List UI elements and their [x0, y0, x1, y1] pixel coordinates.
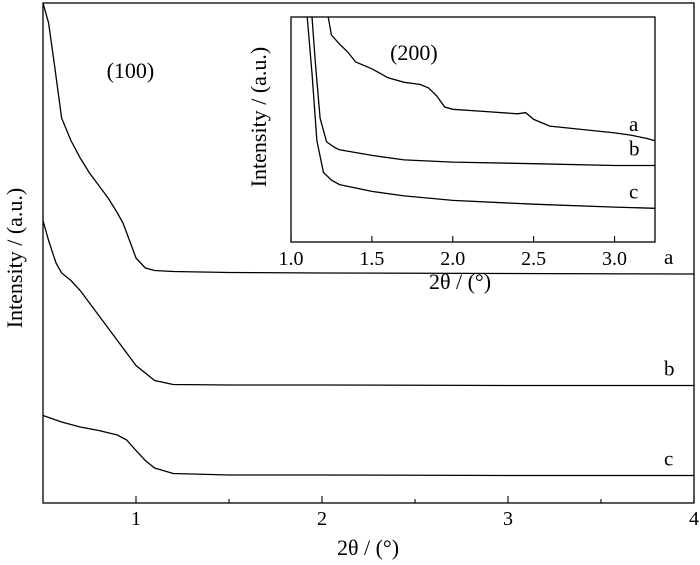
- main-series-b-label: b: [664, 357, 675, 381]
- inset-series-c-label: c: [629, 179, 638, 203]
- inset-series-a-label: a: [629, 112, 639, 136]
- main-series-a-label: a: [664, 245, 674, 269]
- main-series-a-line: [42, 2, 695, 275]
- main-peak-annotation-100: (100): [107, 58, 155, 83]
- inset-x-ticks: 1.0 1.5 2.0 2.5 3.0: [279, 236, 627, 270]
- inset-y-axis-label: Intensity / (a.u.): [246, 47, 271, 188]
- inset-x-tick-label: 2.5: [521, 248, 546, 270]
- inset-x-tick-label: 3.0: [602, 248, 627, 270]
- inset-x-tick-label: 2.0: [440, 248, 465, 270]
- inset-peak-annotation-200: (200): [390, 40, 438, 65]
- inset-plot-frame: [290, 16, 656, 243]
- inset-series-c-line: [306, 16, 656, 209]
- main-y-axis-label: Intensity / (a.u.): [2, 188, 27, 329]
- main-x-tick-label: 4: [689, 508, 699, 530]
- main-x-tick-label: 3: [503, 508, 513, 530]
- main-series-labels: a b c: [664, 245, 675, 471]
- main-x-tick-label: 2: [317, 508, 327, 530]
- inset-series-a-line: [327, 16, 656, 142]
- main-series-c-label: c: [664, 447, 673, 471]
- main-x-tick-label: 1: [131, 508, 141, 530]
- main-x-ticks: 1 2 3 4: [131, 496, 699, 530]
- inset-curves: [306, 16, 656, 209]
- inset-x-axis-label: 2θ / (°): [429, 269, 491, 294]
- main-curves: [42, 2, 695, 477]
- inset-x-tick-label: 1.5: [359, 248, 384, 270]
- inset-series-labels: abc: [629, 112, 640, 204]
- main-series-c-line: [42, 414, 694, 477]
- inset-chart: 1.0 1.5 2.0 2.5 3.0 abc (200) 2θ / (°) Inten…: [246, 16, 656, 294]
- main-series-b-line: [42, 220, 694, 387]
- inset-series-b-label: b: [629, 137, 640, 161]
- inset-series-b-line: [311, 16, 655, 167]
- main-x-axis-label: 2θ / (°): [337, 535, 399, 560]
- main-plot-frame: [42, 2, 695, 504]
- inset-x-tick-label: 1.0: [279, 248, 304, 270]
